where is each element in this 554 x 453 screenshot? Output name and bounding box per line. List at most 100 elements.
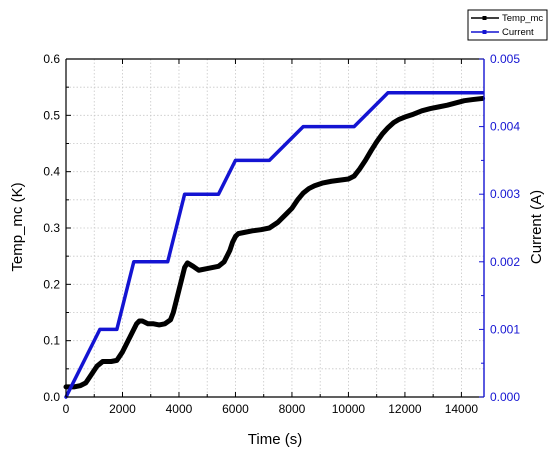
- data-point-temp-mc: [216, 264, 221, 269]
- data-point-temp-mc: [445, 103, 450, 108]
- data-point-temp-mc: [162, 321, 167, 326]
- x-tick-label: 10000: [332, 402, 366, 416]
- data-point-temp-mc: [176, 287, 181, 292]
- data-point-temp-mc: [363, 158, 368, 163]
- series-layer: [63, 91, 486, 399]
- data-point-current: [115, 327, 119, 331]
- x-tick-label: 4000: [166, 402, 193, 416]
- data-point-temp-mc: [196, 268, 201, 273]
- data-point-current: [301, 125, 305, 129]
- data-point-temp-mc: [100, 359, 105, 364]
- data-point-temp-mc: [374, 139, 379, 144]
- x-axis-label: Time (s): [248, 431, 302, 448]
- data-point-temp-mc: [321, 180, 326, 185]
- data-point-temp-mc: [78, 383, 83, 388]
- data-point-temp-mc: [428, 106, 433, 111]
- data-point-temp-mc: [369, 148, 374, 153]
- series-line-temp-mc: [63, 95, 486, 390]
- data-point-temp-mc: [250, 228, 255, 233]
- data-point-temp-mc: [109, 359, 114, 364]
- data-point-current: [352, 125, 356, 129]
- right-y-tick-label: 0.005: [490, 52, 520, 66]
- data-point-temp-mc: [137, 318, 142, 323]
- data-point-current: [233, 158, 237, 162]
- data-point-temp-mc: [352, 174, 357, 179]
- right-y-tick-label: 0.003: [490, 187, 520, 201]
- data-point-temp-mc: [306, 186, 311, 191]
- data-point-temp-mc: [236, 231, 241, 236]
- data-point-temp-mc: [453, 100, 458, 105]
- data-point-temp-mc: [284, 211, 289, 216]
- data-point-temp-mc: [380, 131, 385, 136]
- data-point-temp-mc: [205, 266, 210, 271]
- data-point-temp-mc: [210, 265, 215, 270]
- data-point-temp-mc: [89, 372, 94, 377]
- data-point-temp-mc: [179, 276, 184, 281]
- data-point-temp-mc: [357, 166, 362, 171]
- x-tick-label: 6000: [222, 402, 249, 416]
- data-point-temp-mc: [436, 104, 441, 109]
- legend-marker-current: [482, 30, 487, 34]
- data-point-temp-mc: [168, 317, 173, 322]
- left-y-axis-label: Temp_mc (K): [9, 182, 26, 271]
- series-line-current: [64, 91, 485, 399]
- data-point-temp-mc: [391, 120, 396, 125]
- legend-label-current: Current: [502, 27, 534, 38]
- left-y-tick-label: 0.2: [43, 277, 60, 291]
- data-point-temp-mc: [402, 115, 407, 120]
- data-point-temp-mc: [329, 179, 334, 184]
- data-point-temp-mc: [222, 259, 227, 264]
- right-y-tick-label: 0.004: [490, 120, 520, 134]
- data-point-temp-mc: [295, 197, 300, 202]
- data-point-temp-mc: [174, 299, 179, 304]
- data-point-current: [217, 192, 221, 196]
- x-tick-label: 8000: [279, 402, 306, 416]
- legend-box: [467, 9, 548, 41]
- data-point-temp-mc: [241, 230, 246, 235]
- data-point-temp-mc: [397, 117, 402, 122]
- data-point-temp-mc: [289, 206, 294, 211]
- data-point-temp-mc: [171, 310, 176, 315]
- data-point-current: [183, 192, 187, 196]
- right-y-axis-label: Current (A): [528, 190, 545, 264]
- data-point-temp-mc: [267, 226, 272, 230]
- axes-layer: 0 2000 4000 6000 8000 10000 12000 14000 0.0 0.1 0.…: [43, 52, 520, 416]
- x-tick-label: 2000: [109, 402, 136, 416]
- right-y-tick-label: 0.002: [490, 255, 520, 269]
- legend: Temp_mc Current: [467, 9, 548, 41]
- data-point-temp-mc: [83, 380, 88, 385]
- x-tick-label: 14000: [445, 402, 479, 416]
- data-point-temp-mc: [233, 234, 238, 239]
- data-point-temp-mc: [145, 321, 150, 326]
- data-point-temp-mc: [134, 321, 139, 326]
- data-point-temp-mc: [301, 191, 306, 196]
- left-y-tick-label: 0.3: [43, 221, 60, 235]
- data-point-temp-mc: [151, 321, 156, 326]
- legend-marker-temp: [482, 16, 487, 20]
- left-y-tick-label: 0.5: [43, 108, 60, 122]
- right-y-tick-label: 0.001: [490, 322, 520, 336]
- data-point-temp-mc: [385, 125, 390, 130]
- left-y-tick-label: 0.0: [43, 390, 60, 404]
- data-point-temp-mc: [258, 227, 263, 232]
- data-point-temp-mc: [230, 240, 235, 245]
- left-y-tick-label: 0.6: [43, 52, 60, 66]
- right-y-tick-label: 0.000: [490, 390, 520, 404]
- data-point-current: [98, 327, 102, 331]
- data-point-temp-mc: [337, 178, 342, 183]
- data-point-temp-mc: [140, 318, 145, 323]
- data-point-temp-mc: [182, 265, 187, 270]
- x-tick-label: 12000: [388, 402, 422, 416]
- data-point-temp-mc: [157, 322, 162, 327]
- data-point-current: [386, 91, 390, 95]
- data-point-current: [132, 260, 136, 264]
- data-point-current: [267, 158, 271, 162]
- data-point-temp-mc: [411, 112, 416, 117]
- data-point-temp-mc: [346, 176, 351, 181]
- data-point-temp-mc: [227, 248, 232, 253]
- data-point-temp-mc: [470, 97, 475, 102]
- data-point-temp-mc: [114, 358, 119, 363]
- data-point-current: [166, 260, 170, 264]
- data-point-temp-mc: [126, 338, 131, 343]
